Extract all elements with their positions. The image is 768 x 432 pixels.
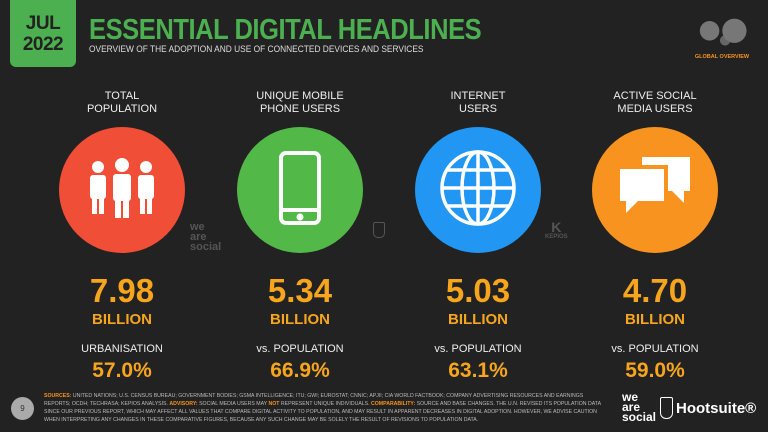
- stat-unit: BILLION: [448, 311, 508, 328]
- month: JUL: [25, 12, 61, 34]
- stat-sub-label: URBANISATION: [81, 343, 163, 355]
- people-icon: [84, 157, 160, 223]
- stat-unit: BILLION: [625, 311, 685, 328]
- stat-sub-label: vs. POPULATION: [256, 343, 344, 355]
- stat-percentage: 57.0%: [92, 359, 152, 382]
- we-are-social-watermark: we are social: [190, 221, 222, 253]
- date-badge: JUL 2022: [10, 0, 76, 67]
- stat-3: ACTIVE SOCIAL MEDIA USERS 4.70 BILLION vs…: [570, 90, 740, 383]
- stat-circle: [59, 127, 185, 253]
- hootsuite-owl-icon: [660, 397, 673, 419]
- stat-percentage: 59.0%: [625, 359, 685, 382]
- stat-unit: BILLION: [92, 311, 152, 328]
- year: 2022: [22, 33, 64, 55]
- stat-value: 4.70: [622, 272, 688, 309]
- page-title: ESSENTIAL DIGITAL HEADLINES: [89, 14, 482, 46]
- stat-heading: TOTAL POPULATION: [86, 90, 158, 115]
- speech-bubbles-icon: [616, 153, 694, 228]
- stat-value: 5.03: [445, 272, 511, 309]
- stat-2: INTERNET USERS 5.03 BILLION vs. POPULATIO…: [393, 90, 563, 383]
- stat-unit: BILLION: [270, 311, 330, 328]
- global-overview-label: GLOBAL OVERVIEW: [694, 54, 750, 60]
- mobile-phone-icon: [278, 150, 322, 231]
- stat-circle: [415, 127, 541, 253]
- world-map-icon: [691, 18, 753, 50]
- stat-sub-label: vs. POPULATION: [611, 343, 699, 355]
- stat-sub-label: vs. POPULATION: [434, 343, 522, 355]
- stat-circle: [237, 127, 363, 253]
- page-number: 9: [11, 397, 34, 420]
- sources-text: SOURCES: UNITED NATIONS; U.S. CENSUS BUR…: [44, 393, 601, 423]
- kepios-label: KEPIOS: [545, 234, 568, 240]
- stat-value: 5.34: [267, 272, 333, 309]
- stat-heading: INTERNET USERS: [450, 90, 506, 115]
- global-overview-badge: GLOBAL OVERVIEW: [682, 18, 762, 68]
- stat-heading: UNIQUE MOBILE PHONE USERS: [256, 90, 344, 115]
- footer: 9 SOURCES: UNITED NATIONS; U.S. CENSUS B…: [0, 388, 768, 432]
- stat-heading: ACTIVE SOCIAL MEDIA USERS: [613, 90, 697, 115]
- stat-percentage: 66.9%: [270, 359, 330, 382]
- we-are-social-logo: we are social: [622, 390, 657, 424]
- stat-circle: [592, 127, 718, 253]
- page-subtitle: OVERVIEW OF THE ADOPTION AND USE OF CONN…: [89, 44, 424, 55]
- stat-0: TOTAL POPULATION 7.98 BILLION URBANISATIO…: [37, 90, 207, 383]
- hootsuite-logo: Hootsuite®: [676, 400, 757, 417]
- hootsuite-owl-watermark: [373, 222, 385, 238]
- kepios-watermark: K KEPIOS: [545, 219, 568, 240]
- stat-percentage: 63.1%: [448, 359, 508, 382]
- globe-icon: [438, 148, 518, 233]
- stat-1: UNIQUE MOBILE PHONE USERS 5.34 BILLION vs…: [215, 90, 385, 383]
- stat-value: 7.98: [89, 272, 155, 309]
